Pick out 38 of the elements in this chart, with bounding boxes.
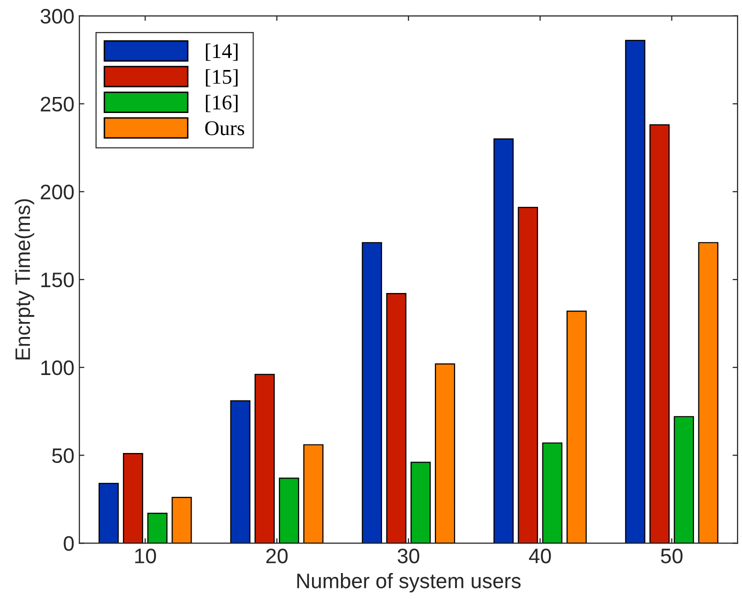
legend-label: [14] xyxy=(206,44,238,61)
bar xyxy=(254,374,275,544)
bar xyxy=(674,416,694,544)
bar xyxy=(278,478,300,544)
bar xyxy=(698,242,718,544)
bar xyxy=(147,512,168,544)
x-tick-label: 40 xyxy=(528,548,551,564)
bar xyxy=(98,482,119,544)
x-tick-label: 10 xyxy=(135,548,156,564)
bar xyxy=(493,138,514,544)
bar xyxy=(230,400,250,544)
bar xyxy=(434,363,456,544)
y-tick-label: 100 xyxy=(41,360,74,376)
y-tick-label: 150 xyxy=(41,272,74,288)
y-tick-label: 300 xyxy=(40,8,74,24)
bar xyxy=(625,40,646,544)
bar xyxy=(172,496,192,544)
bar xyxy=(542,442,562,544)
x-axis-title: Number of system users xyxy=(297,573,521,592)
y-tick-label: 250 xyxy=(40,96,74,112)
bar xyxy=(649,124,670,544)
legend-label: [15] xyxy=(206,69,238,86)
bar xyxy=(386,293,406,544)
bar xyxy=(518,206,538,544)
y-tick-label: 0 xyxy=(64,536,74,551)
legend-label: Ours xyxy=(205,121,244,136)
bar xyxy=(410,462,431,544)
legend-label: [16] xyxy=(206,94,238,112)
x-tick-label: 50 xyxy=(660,548,683,564)
bar xyxy=(566,310,587,544)
y-axis-title: Encrpty Time(ms) xyxy=(14,199,34,360)
y-tick-label: 200 xyxy=(40,184,74,200)
x-tick-label: 30 xyxy=(398,548,420,564)
y-tick-label: 50 xyxy=(52,448,74,464)
bar xyxy=(362,242,382,544)
bar xyxy=(122,452,144,544)
bar xyxy=(303,444,324,544)
x-tick-label: 20 xyxy=(266,548,288,564)
